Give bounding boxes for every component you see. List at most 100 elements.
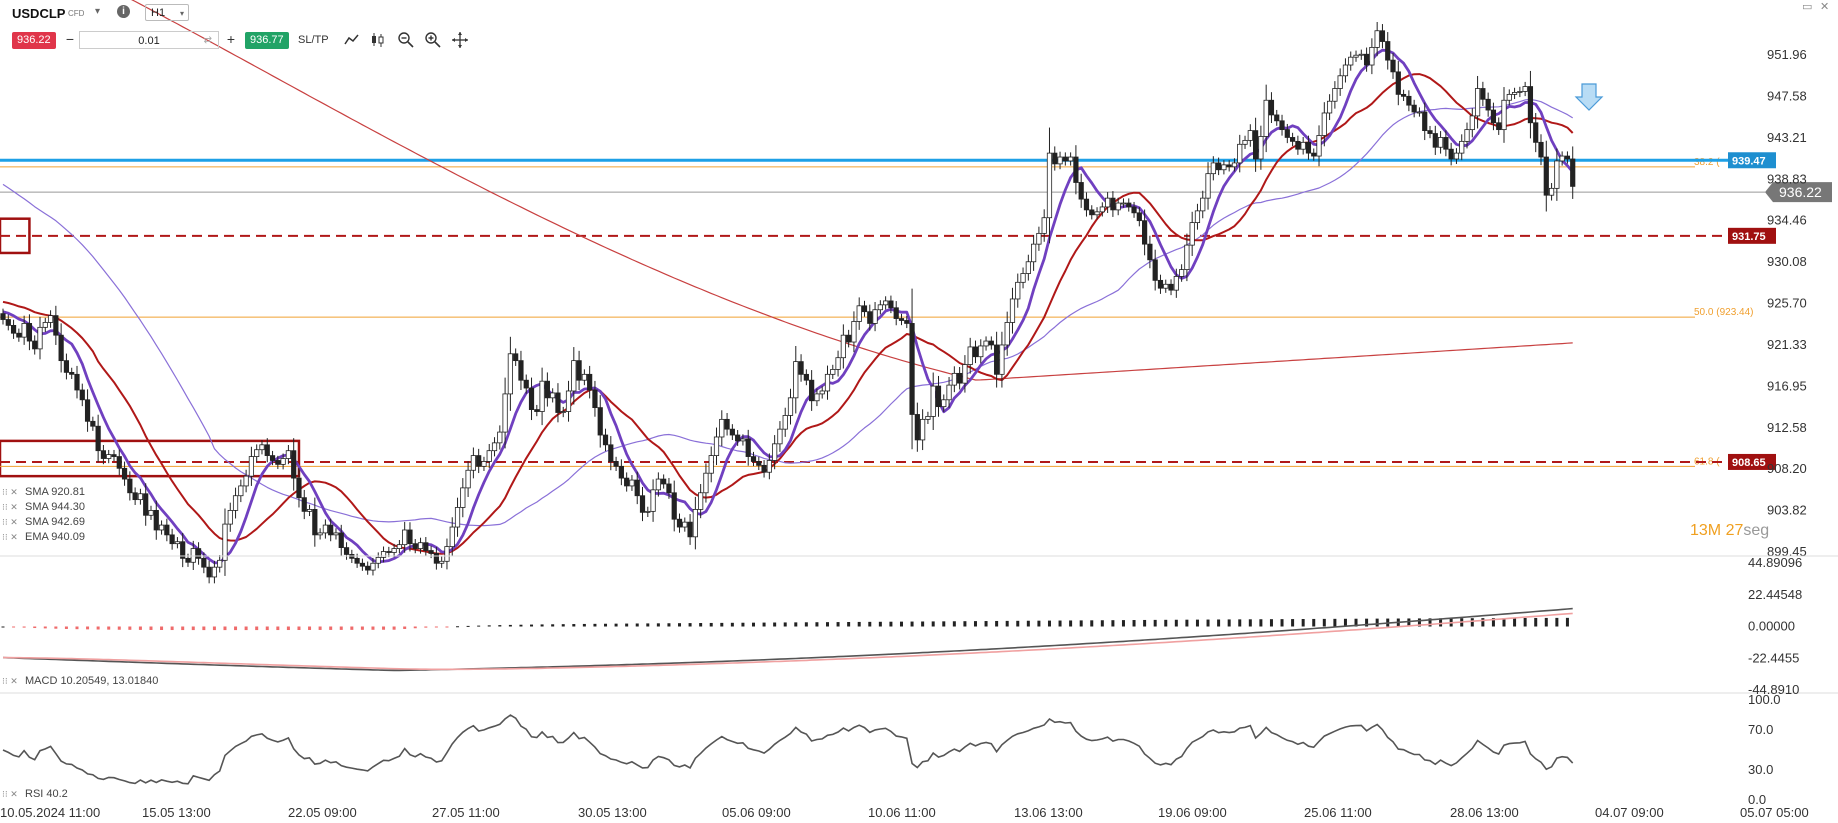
macd-histogram-bar: [96, 626, 100, 630]
current-price-tag: 936.22: [1779, 184, 1822, 200]
candle: [740, 434, 746, 446]
macd-legend-handle-icon[interactable]: ⁝⁝ ✕: [2, 676, 18, 686]
candle-body: [1036, 232, 1042, 245]
candle: [127, 471, 133, 501]
candle-body: [354, 557, 360, 564]
zoom-out-icon[interactable]: [396, 30, 416, 50]
candle: [613, 456, 619, 471]
candle: [1511, 87, 1518, 100]
level-price-tag-bg: [1728, 453, 1776, 470]
candle: [904, 315, 910, 329]
candle-body: [396, 544, 402, 549]
candle-body: [1511, 92, 1518, 95]
info-icon[interactable]: i: [117, 5, 130, 18]
candle: [1036, 226, 1042, 251]
candle-body: [1527, 86, 1534, 124]
candle: [1379, 24, 1386, 49]
macd-histogram-bar: [360, 626, 364, 630]
zoom-in-icon[interactable]: [423, 30, 443, 50]
legend-handle-icon[interactable]: ⁝⁝ ✕: [2, 532, 18, 542]
candle: [1538, 134, 1544, 166]
legend-handle-icon[interactable]: ⁝⁝ ✕: [2, 487, 18, 497]
candle-body: [460, 487, 466, 508]
line-chart-icon[interactable]: [342, 30, 362, 50]
symbol-name[interactable]: USDCLP: [12, 6, 66, 21]
candle-body: [513, 353, 519, 362]
sltp-button[interactable]: SL/TP: [298, 34, 329, 46]
candle-body: [1194, 210, 1201, 224]
candle-body: [1210, 162, 1216, 175]
candle: [359, 558, 365, 571]
quantity-decrease-button[interactable]: −: [65, 31, 75, 47]
candle: [523, 374, 529, 394]
sma-mid-line: [2, 73, 1574, 555]
candle-body: [428, 550, 434, 554]
candle-body: [650, 489, 656, 512]
candle-body: [95, 425, 101, 452]
quantity-increase-button[interactable]: +: [226, 31, 236, 47]
candle: [1496, 117, 1502, 135]
macd-histogram-bar: [128, 626, 132, 630]
macd-line: [2, 607, 1573, 672]
candle: [227, 502, 233, 532]
candle-body: [1533, 122, 1539, 143]
candle-body: [132, 492, 138, 501]
crosshair-icon[interactable]: [450, 30, 470, 50]
macd-histogram-bar: [1417, 618, 1421, 627]
candle: [597, 395, 603, 448]
y-tick-label: 934.46: [1767, 213, 1807, 228]
macd-histogram-bar: [847, 622, 851, 627]
macd-histogram-bar: [286, 626, 290, 631]
candle-body: [972, 346, 979, 358]
candle: [158, 520, 165, 535]
candle: [391, 543, 397, 558]
candle: [449, 517, 455, 557]
candle: [682, 517, 688, 532]
candle: [713, 427, 720, 466]
macd-histogram-bar: [1058, 620, 1062, 627]
macd-histogram-bar: [730, 622, 734, 627]
candle-body: [1020, 273, 1026, 283]
legend-handle-icon[interactable]: ⁝⁝ ✕: [2, 502, 18, 512]
candle-body: [703, 472, 709, 494]
candle: [951, 366, 957, 393]
candle-body: [58, 334, 64, 362]
candle: [174, 537, 181, 549]
macd-histogram-bar: [1195, 619, 1199, 627]
minimize-icon[interactable]: ▭: [1802, 1, 1813, 13]
candle-body: [227, 509, 233, 525]
candle-body: [1390, 59, 1396, 73]
candle-body: [671, 492, 677, 520]
rsi-legend-handle-icon[interactable]: ⁝⁝ ✕: [2, 789, 18, 799]
timeframe-select[interactable]: H1 ▾: [145, 4, 189, 21]
fib-level-label: 61.8 (: [1694, 456, 1720, 467]
sell-button[interactable]: 936.22: [12, 32, 56, 49]
macd-histogram-bar: [1343, 618, 1347, 627]
candle-body: [169, 534, 175, 545]
candle-body: [84, 399, 91, 422]
candle-body: [42, 322, 48, 328]
candle-body: [37, 326, 43, 350]
quantity-input[interactable]: 0.01 ⇄: [79, 31, 219, 49]
close-icon[interactable]: ✕: [1820, 1, 1830, 13]
candle: [180, 532, 186, 568]
macd-histogram-bar: [477, 625, 481, 627]
macd-histogram-bar: [255, 626, 259, 631]
candle-body: [1374, 30, 1380, 48]
candle-body: [1216, 162, 1222, 171]
candle-body: [90, 420, 96, 427]
candle: [1311, 148, 1317, 161]
candle-body: [624, 477, 630, 487]
symbol-dropdown-icon[interactable]: ▾: [95, 6, 101, 17]
x-tick-label: 27.05 11:00: [432, 805, 500, 820]
candles-icon[interactable]: [369, 30, 389, 50]
candle: [243, 469, 249, 493]
macd-histogram-bar: [836, 622, 840, 627]
candle: [782, 407, 788, 437]
candle: [238, 479, 244, 503]
candle-body: [10, 324, 17, 334]
buy-button[interactable]: 936.77: [245, 32, 289, 49]
legend-handle-icon[interactable]: ⁝⁝ ✕: [2, 517, 18, 527]
candle: [470, 447, 476, 479]
